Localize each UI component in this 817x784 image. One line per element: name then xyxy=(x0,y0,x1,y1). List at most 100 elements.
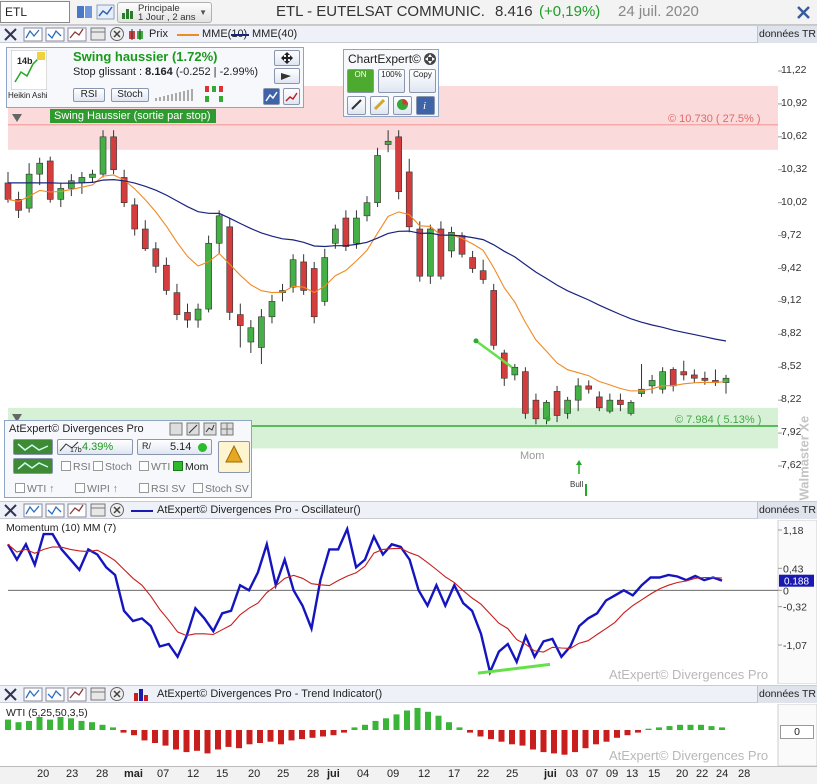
current-value-text: 0.188 xyxy=(784,577,809,588)
wti-bar xyxy=(488,730,494,740)
candle-body xyxy=(500,352,508,379)
x-tick-label: jui xyxy=(544,768,557,780)
divergence-bear-icon[interactable] xyxy=(13,458,53,474)
x-tick-label: 23 xyxy=(66,768,79,780)
wti-bar xyxy=(341,730,347,733)
copy-button[interactable]: Copy xyxy=(409,69,436,93)
chart-icon[interactable] xyxy=(203,422,217,439)
chart-type-icon[interactable] xyxy=(263,88,280,105)
quote-date: 24 juil. 2020 xyxy=(618,3,699,20)
candle-body xyxy=(110,136,117,171)
divergences-title: AtExpert© Divergences Pro xyxy=(9,423,144,435)
wti-bar xyxy=(215,730,221,750)
pencil-icon[interactable] xyxy=(186,422,200,439)
layout-icon[interactable] xyxy=(89,686,107,705)
trend-watermark: AtExpert© Divergences Pro xyxy=(609,748,769,763)
candle-body xyxy=(374,155,381,203)
settings-icon[interactable] xyxy=(169,422,183,439)
checkbox-rsi-sv[interactable]: RSI SV xyxy=(139,483,185,495)
period-select[interactable]: Principale 1 Jour , 2 ans ▼ xyxy=(117,2,212,23)
wti-bar xyxy=(435,715,442,730)
checkbox-wti-arrow[interactable]: WTI ↑ xyxy=(15,483,54,495)
indicator-icon[interactable] xyxy=(23,26,43,45)
wti-bar xyxy=(393,714,400,730)
wti-bar xyxy=(635,730,641,733)
zoom-100-button[interactable]: 100% xyxy=(378,69,405,93)
wti-bar xyxy=(645,728,652,730)
grid-icon[interactable] xyxy=(220,422,234,439)
wti-bar xyxy=(278,730,284,745)
y-tick-label: 10,32 xyxy=(781,162,808,175)
checkbox-stoch[interactable]: Stoch xyxy=(93,461,132,473)
candle-body xyxy=(57,188,65,200)
y-tick-label: -1,07 xyxy=(783,640,807,652)
x-tick-label: mai xyxy=(124,768,143,780)
trend-icon[interactable] xyxy=(283,88,300,105)
indicator-icon[interactable] xyxy=(23,502,43,521)
oscillator-chart[interactable]: 1,18 0,43 0 -0,32 -1,07 0.188 xyxy=(0,520,817,684)
indicator-icon[interactable] xyxy=(45,502,65,521)
color-wheel-icon[interactable] xyxy=(393,96,412,115)
checkbox-wipi[interactable]: WIPI ↑ xyxy=(75,483,118,495)
candle-body xyxy=(289,259,297,288)
move-icon[interactable] xyxy=(274,50,300,66)
candle-body xyxy=(131,204,139,230)
tools-icon[interactable] xyxy=(2,26,20,45)
info-icon[interactable]: i xyxy=(416,96,435,115)
indicator-icon[interactable] xyxy=(45,686,65,705)
indicator-icon[interactable] xyxy=(67,502,87,521)
rsi-button[interactable]: RSI xyxy=(73,88,105,102)
y-tick-label: 8,52 xyxy=(781,360,802,373)
divergence-pct-button[interactable]: 4.39% 17b xyxy=(57,439,133,455)
arrow-button[interactable] xyxy=(274,68,300,84)
tools-icon[interactable] xyxy=(794,3,814,21)
bell-icon[interactable] xyxy=(218,441,250,473)
candle-body xyxy=(511,366,519,376)
candle-body xyxy=(141,228,149,250)
candle-body xyxy=(152,248,160,267)
candle-body xyxy=(163,264,170,291)
x-tick-label: 28 xyxy=(307,768,320,780)
checkbox-stoch-sv[interactable]: Stoch SV xyxy=(193,483,249,495)
wti-bar xyxy=(446,722,452,730)
x-tick-label: 25 xyxy=(506,768,519,780)
heikin-ashi-icon[interactable] xyxy=(10,49,48,91)
tools-icon[interactable] xyxy=(2,502,20,521)
wti-bar xyxy=(288,730,295,741)
close-icon[interactable] xyxy=(109,686,125,705)
stoch-button[interactable]: Stoch xyxy=(111,88,149,102)
book-icon[interactable] xyxy=(75,3,95,21)
tools-icon[interactable] xyxy=(347,96,366,115)
indicator-icon[interactable] xyxy=(23,686,43,705)
signal-strength-icon xyxy=(155,86,200,105)
tools-icon[interactable] xyxy=(2,686,20,705)
indicator-icon[interactable] xyxy=(45,26,65,45)
symbol-input[interactable]: ETL xyxy=(0,1,70,23)
indicator-icon[interactable] xyxy=(67,686,87,705)
mme40-line xyxy=(8,178,727,342)
candle-body xyxy=(332,228,339,244)
close-icon[interactable] xyxy=(109,26,125,45)
indicator-icon[interactable] xyxy=(67,26,87,45)
on-button[interactable]: ON xyxy=(347,69,374,93)
close-icon[interactable] xyxy=(109,502,125,521)
x-tick-label: 17 xyxy=(448,768,461,780)
move-icon[interactable] xyxy=(423,52,437,69)
divergence-bull-icon[interactable] xyxy=(13,439,53,455)
layout-icon[interactable] xyxy=(89,26,107,45)
chart-icon[interactable] xyxy=(96,3,116,21)
wti-bar xyxy=(698,724,704,730)
wti-bar xyxy=(330,730,337,736)
risk-ratio-button[interactable]: R/ 5.14 xyxy=(137,439,212,455)
y-tick-label: 10,92 xyxy=(781,96,808,109)
checkbox-wti[interactable]: WTI xyxy=(139,461,170,473)
candle-body xyxy=(15,199,22,211)
wti-bar xyxy=(320,730,326,737)
candle-body xyxy=(490,290,498,346)
checkbox-rsi[interactable]: RSI xyxy=(61,461,91,473)
price-chart[interactable] xyxy=(0,44,817,500)
wti-bar xyxy=(89,722,95,730)
pencil-icon[interactable] xyxy=(370,96,389,115)
layout-icon[interactable] xyxy=(89,502,107,521)
checkbox-mom[interactable]: Mom xyxy=(173,461,208,473)
